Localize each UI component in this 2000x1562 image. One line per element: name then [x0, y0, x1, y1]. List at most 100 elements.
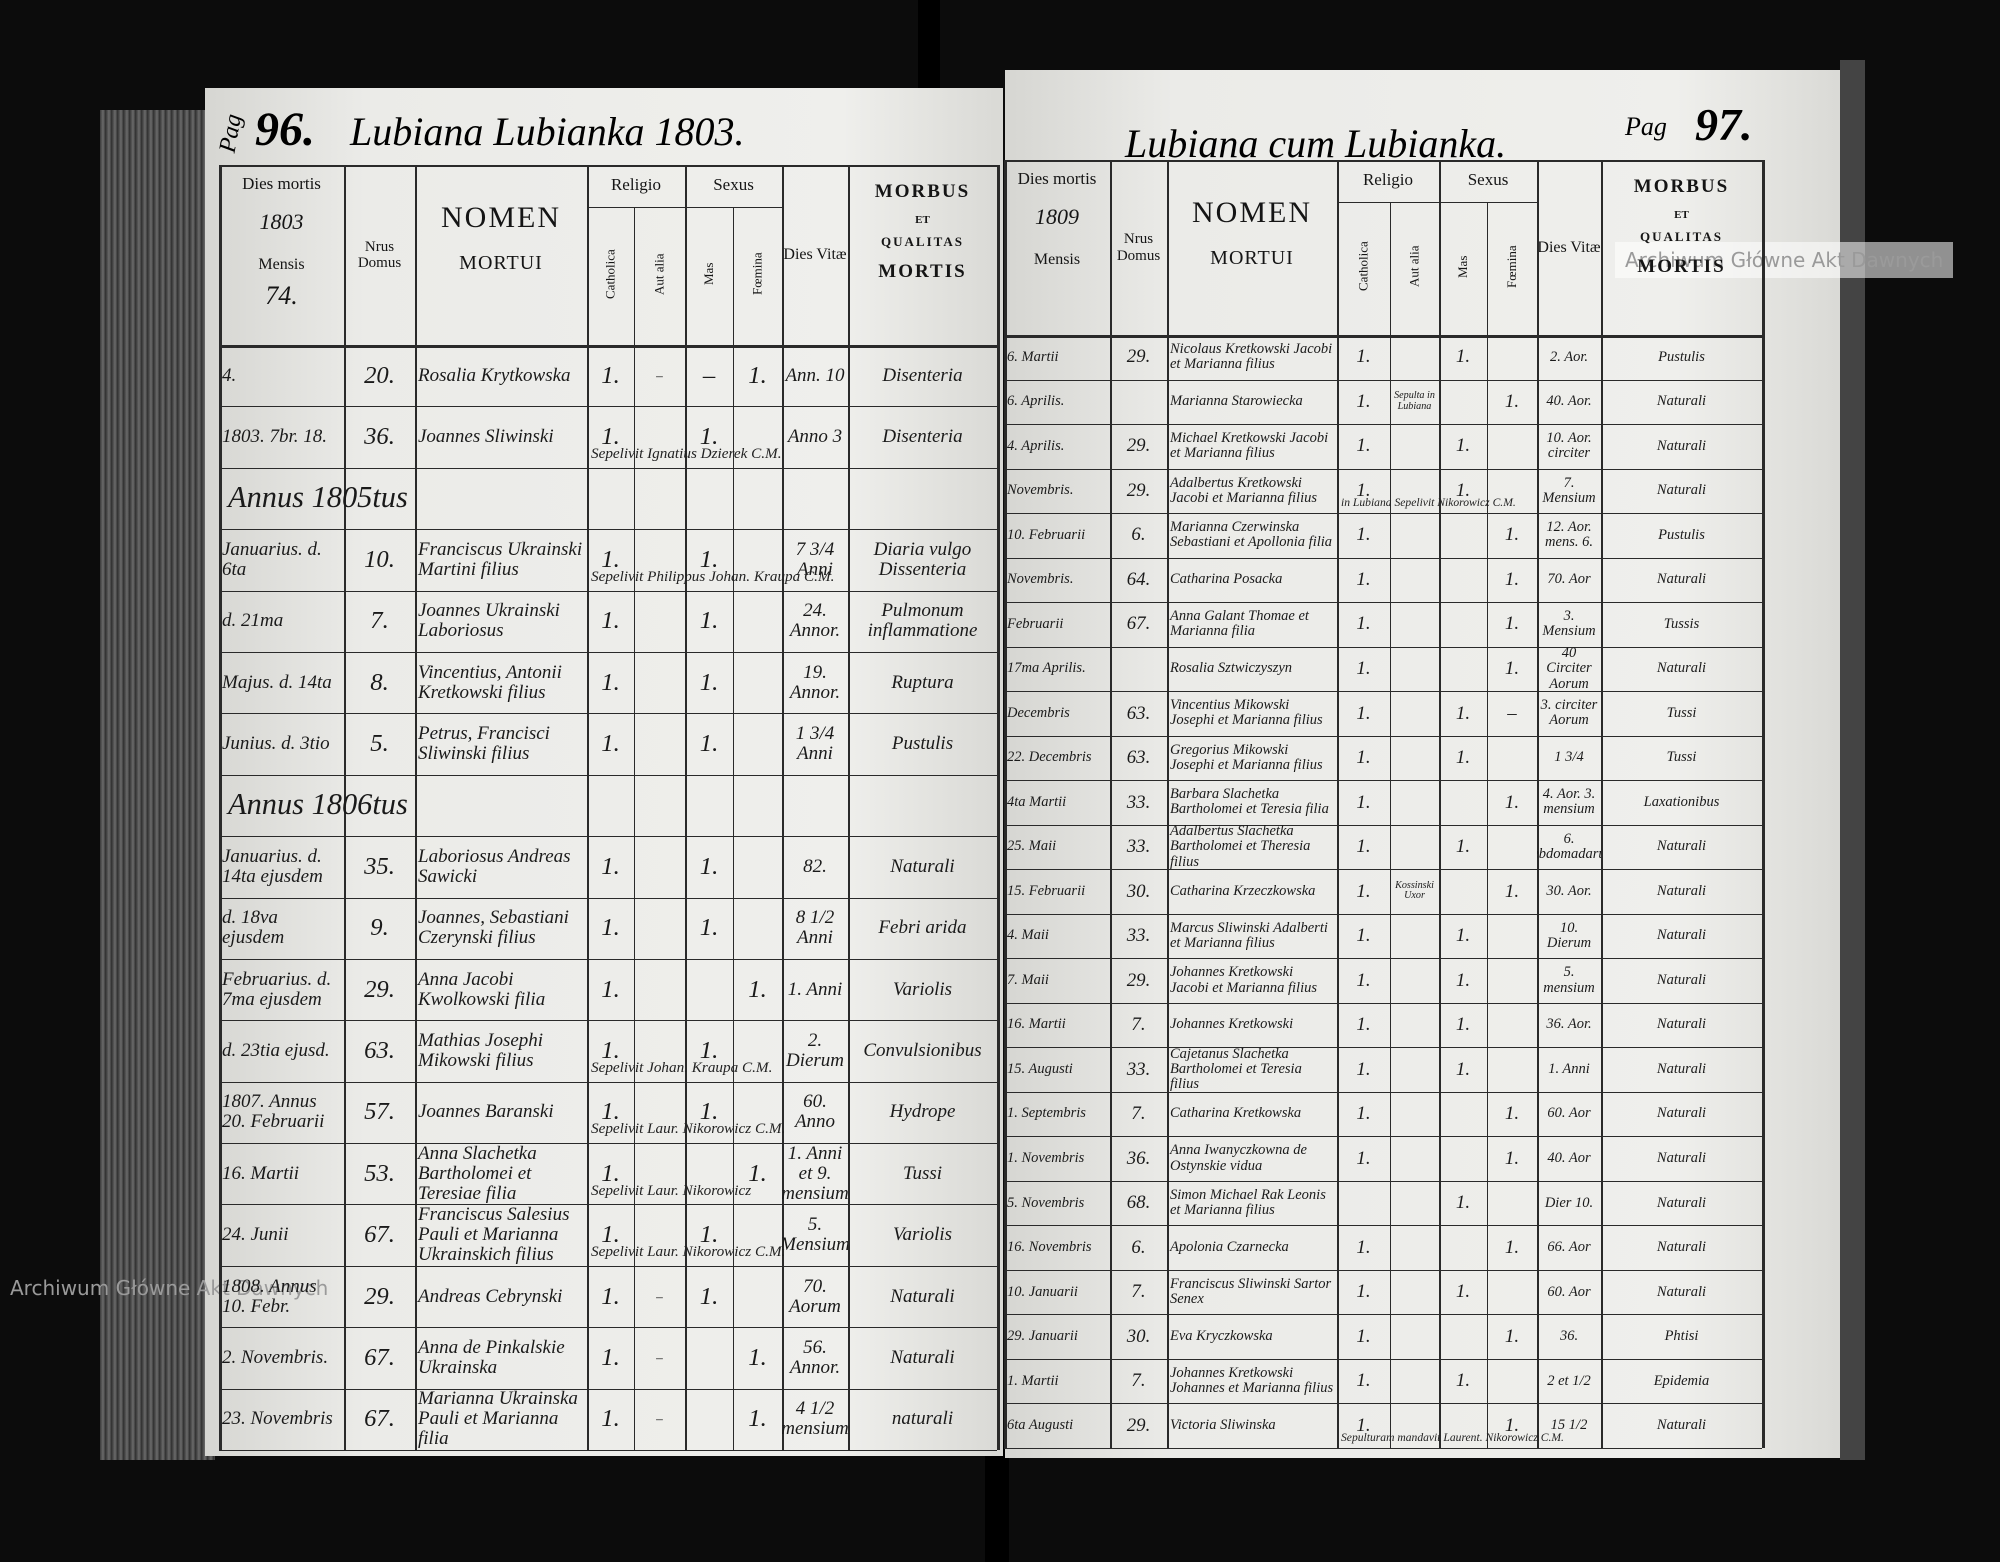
morbus: Tussi: [1666, 704, 1697, 721]
mas: 1.: [699, 1221, 719, 1249]
dies-vitae: Dier 10.: [1544, 1194, 1594, 1211]
morbus: Tussi: [1666, 749, 1697, 766]
rule-line: [1004, 1091, 1762, 1093]
catholica: 1.: [1356, 479, 1371, 501]
nrus-domus: 7.: [1131, 1014, 1146, 1036]
nomen: Marianna Ukrainska Pauli et Marianna fil…: [418, 1388, 578, 1450]
nomen: Marcus Sliwinski Adalberti et Marianna f…: [1170, 919, 1328, 951]
morbus: Naturali: [1656, 660, 1707, 677]
nrus-domus: 7.: [1131, 1281, 1146, 1303]
header-note: 74.: [265, 280, 298, 310]
dies-mortis: 6. Martii: [1007, 348, 1059, 365]
catholica: 1.: [601, 1343, 620, 1371]
header-sub: Mas: [700, 262, 716, 286]
dies-mortis: 16. Novembris: [1007, 1239, 1092, 1256]
dies-vitae: 56. Annor.: [789, 1336, 841, 1378]
dies-vitae: 5. Mensium: [782, 1214, 848, 1256]
burial-note: Sepelivit Laur. Nikorowicz C.M.: [591, 1243, 786, 1261]
nrus-domus: 68.: [1126, 1192, 1151, 1214]
foemina: 1.: [1504, 568, 1520, 590]
rule-line: [1004, 1225, 1762, 1227]
nomen: Laboriosus Andreas Sawicki: [418, 845, 571, 887]
dies-mortis: 2. Novembris.: [222, 1346, 329, 1368]
page-heading: Lubiana cum Lubianka.: [1125, 121, 1507, 166]
nrus-domus: 10.: [364, 545, 395, 573]
dies-vitae: Anno 3: [787, 426, 843, 448]
mas: 1.: [1455, 836, 1471, 858]
nomen: Adalbertus Kretkowski Jacobi et Marianna…: [1170, 474, 1317, 506]
nomen: Rosalia Krytkowska: [418, 364, 571, 386]
rule-line: [1004, 335, 1762, 338]
header-title: MORTIS: [878, 261, 967, 283]
mas: 1.: [699, 852, 719, 880]
mas: 1.: [1455, 1281, 1471, 1303]
nomen: Joannes Ukrainski Laboriosus: [418, 600, 560, 642]
rule-line: [1004, 1180, 1762, 1182]
dies-mortis: 10. Januarii: [1007, 1283, 1078, 1300]
nomen: Andreas Cebrynski: [418, 1285, 563, 1307]
morbus: Variolis: [892, 1224, 953, 1246]
header-title: NOMEN: [1192, 196, 1312, 229]
foemina: 1.: [748, 361, 767, 389]
dies-vitae: 2 et 1/2: [1547, 1372, 1591, 1389]
rule-line: [1004, 824, 1762, 826]
rule-line: [219, 1020, 997, 1022]
morbus: Naturali: [1656, 1283, 1707, 1300]
morbus: Diaria vulgo Dissenteria: [873, 538, 972, 580]
nomen: Anna Slachetka Bartholomei et Teresiae f…: [418, 1143, 537, 1204]
rule-line: [219, 467, 997, 469]
dies-mortis: Februarii: [1007, 615, 1064, 632]
dies-mortis: Decembris: [1007, 704, 1070, 721]
dies-vitae: 40. Aor: [1547, 1150, 1591, 1166]
mas: 1.: [1455, 479, 1471, 501]
header-title: MORTUI: [1210, 246, 1294, 269]
dies-vitae: 60. Aor: [1547, 1105, 1591, 1122]
nrus-domus: 63.: [364, 1036, 395, 1064]
dies-vitae: 1. Anni: [787, 978, 843, 1000]
nrus-domus: 5.: [370, 730, 389, 758]
foemina: 1.: [1504, 613, 1520, 635]
dies-mortis: 7. Maii: [1007, 971, 1049, 988]
dies-mortis: 4. Aprilis.: [1007, 437, 1065, 454]
nrus-domus: 63.: [1126, 702, 1151, 724]
foemina: 1.: [1504, 1147, 1520, 1169]
morbus: Variolis: [892, 978, 953, 1000]
aut-alia: –: [656, 367, 663, 383]
rule-line: [219, 165, 222, 1450]
nrus-domus: 67.: [364, 1221, 395, 1249]
header-sub: Catholica: [1355, 241, 1371, 292]
header-label: Nrus Domus: [1116, 231, 1161, 264]
morbus: Hydrope: [889, 1101, 956, 1123]
nomen: Vincentius Mikowski Josephi et Marianna …: [1170, 697, 1323, 729]
dies-mortis: 6ta Augusti: [1007, 1417, 1074, 1434]
morbus: Disenteria: [882, 426, 963, 448]
dies-mortis: d. 21ma: [222, 610, 284, 632]
rule-line: [1004, 1136, 1762, 1138]
dies-mortis: 1. Martii: [1007, 1372, 1059, 1389]
header-label: Dies Vitæ: [783, 246, 847, 264]
nrus-domus: 29.: [364, 975, 395, 1003]
nrus-domus: 67.: [364, 1343, 395, 1371]
dies-vitae: Ann. 10: [785, 364, 845, 386]
catholica: 1.: [601, 1405, 620, 1433]
nomen: Anna Iwanyczkowna de Ostynskie vidua: [1170, 1142, 1307, 1174]
rule-line: [219, 1388, 997, 1390]
dies-vitae: 6. Hebdomadarum: [1537, 830, 1601, 862]
dies-mortis: 16. Martii: [222, 1162, 300, 1184]
rule-line: [219, 897, 997, 899]
burial-note: Sepelivit Johan. Kraupa C.M.: [591, 1058, 773, 1076]
nomen: Adalbertus Slachetka Bartholomei et Ther…: [1170, 824, 1311, 870]
nrus-domus: 6.: [1131, 1236, 1146, 1258]
header-year: 1803: [259, 209, 304, 235]
nrus-domus: 64.: [1126, 568, 1151, 590]
nomen: Joannes, Sebastiani Czerynski filius: [418, 907, 569, 949]
nomen: Anna Galant Thomae et Marianna filia: [1170, 608, 1309, 640]
rule-line: [219, 1450, 997, 1451]
nomen: Franciscus Salesius Pauli et Marianna Uk…: [418, 1204, 570, 1266]
nrus-domus: 33.: [1126, 791, 1151, 813]
dies-mortis: 1. Novembris: [1007, 1150, 1085, 1166]
nrus-domus: 63.: [1126, 747, 1151, 769]
catholica: 1.: [1356, 1281, 1371, 1303]
rule-line: [219, 774, 997, 776]
aut-alia: –: [656, 1349, 663, 1365]
